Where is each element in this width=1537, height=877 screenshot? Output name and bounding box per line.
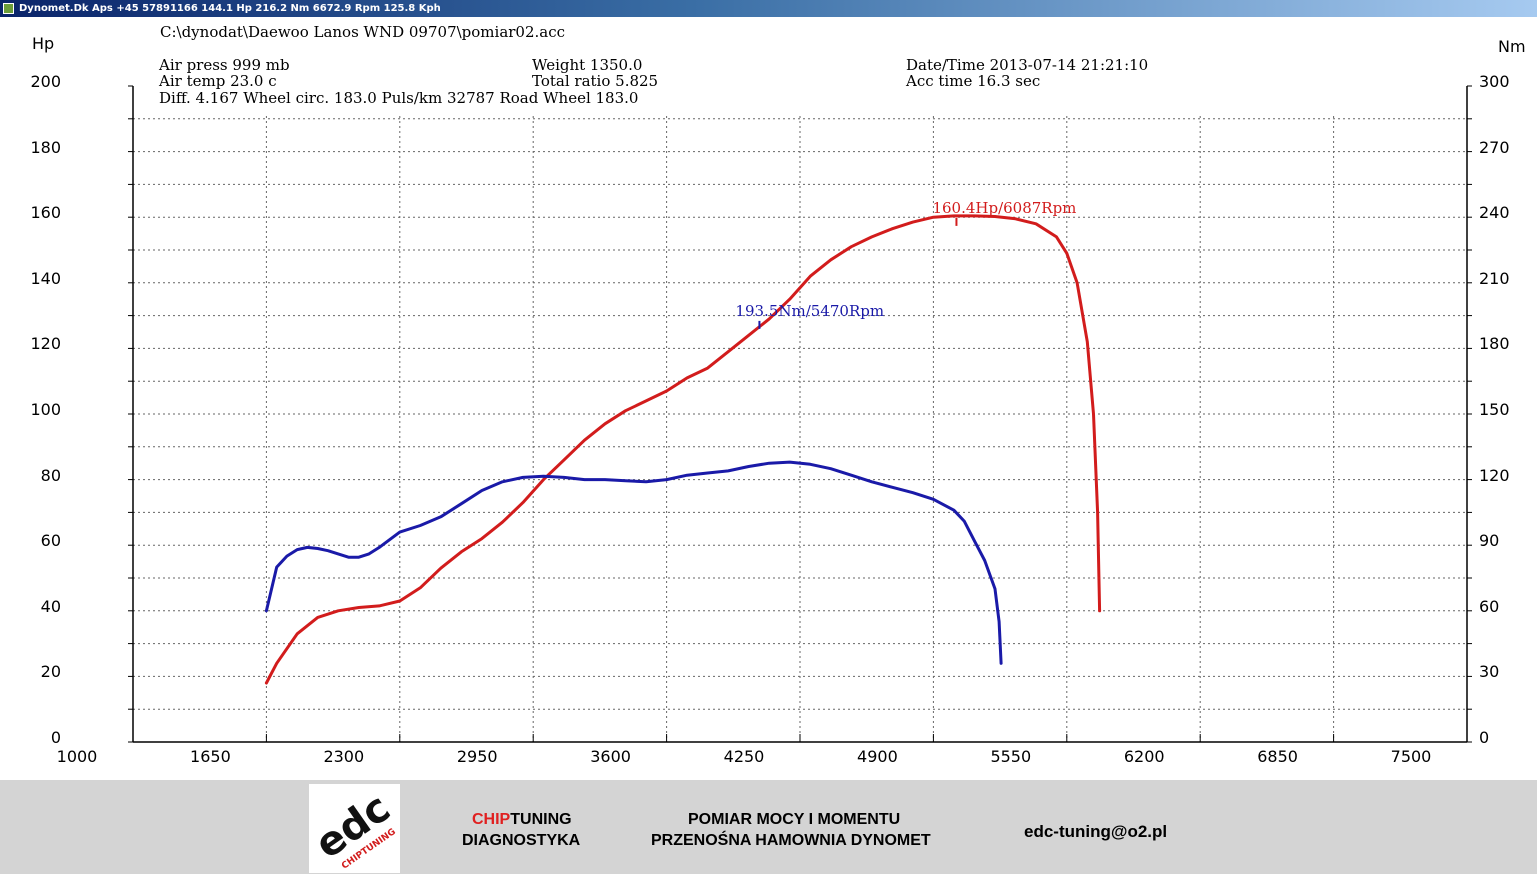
y-tick-label: 20	[40, 662, 61, 682]
y-tick-label: 100	[30, 400, 61, 419]
total-ratio: Total ratio 5.825	[532, 72, 659, 90]
y-tick-label: 0	[50, 728, 61, 747]
datetime: Date/Time 2013-07-14 21:21:10	[906, 56, 1149, 74]
y2-tick-label: 270	[1479, 137, 1510, 157]
y2-tick-label: 180	[1479, 334, 1510, 354]
peak-label-hp: 160.4Hp/6087Rpm	[932, 199, 1076, 217]
x-tick-label: 6850	[1257, 747, 1298, 766]
y-tick-label: 160	[30, 203, 61, 223]
window-title-bar: Dynomet.Dk Aps +45 57891166 144.1 Hp 216…	[0, 0, 1537, 17]
x-tick-label: 2300	[323, 747, 365, 766]
y2-tick-label: 240	[1479, 203, 1510, 223]
y-tick-label: 140	[30, 268, 61, 288]
x-tick-label: 5550	[990, 747, 1032, 766]
x-tick-label: 6200	[1123, 747, 1165, 766]
air-press: Air press 999 mb	[159, 56, 290, 74]
y-tick-label: 120	[30, 334, 61, 354]
file-path: C:\dynodat\Daewoo Lanos WND 09707\pomiar…	[160, 23, 566, 41]
diagnostyka-label: DIAGNOSTYKA	[462, 832, 581, 849]
y-tick-label: 40	[40, 596, 61, 616]
email: edc-tuning@o2.pl	[1024, 822, 1168, 841]
y-axis-label: Hp	[32, 34, 55, 53]
x-tick-label: 4250	[723, 747, 765, 766]
y-tick-label: 180	[30, 137, 61, 157]
series-line-hp	[264, 214, 1102, 685]
y2-tick-label: 90	[1479, 531, 1500, 551]
y-tick-label: 60	[40, 531, 61, 551]
y2-tick-label: 150	[1479, 400, 1510, 419]
footer-banner: edc CHIPTUNING CHIPTUNING DIAGNOSTYKA PO…	[0, 780, 1537, 874]
y2-tick-label: 210	[1479, 268, 1510, 288]
chip-label: CHIP	[472, 811, 511, 828]
weight: Weight 1350.0	[532, 56, 643, 74]
pomiar-line1: POMIAR MOCY I MOMENTU	[688, 811, 901, 828]
pomiar-line2: PRZENOŚNA HAMOWNIA DYNOMET	[651, 832, 931, 849]
peak-label-nm: 193.5Nm/5470Rpm	[735, 302, 884, 320]
y2-tick-label: 0	[1479, 728, 1490, 747]
air-temp: Air temp 23.0 c	[159, 72, 277, 90]
y2-tick-label: 300	[1479, 72, 1510, 91]
x-tick-label: 1000	[56, 747, 98, 766]
y2-tick-label: 60	[1479, 596, 1500, 616]
y2-tick-label: 120	[1479, 465, 1510, 485]
app-icon	[3, 3, 14, 14]
x-tick-label: 4900	[857, 747, 898, 766]
dyno-chart: 160.4Hp/6087Rpm 193.5Nm/5470Rpm	[128, 85, 1472, 743]
window-title: Dynomet.Dk Aps +45 57891166 144.1 Hp 216…	[19, 3, 441, 14]
y2-axis-label: Nm	[1498, 37, 1526, 56]
edc-logo: edc CHIPTUNING	[307, 784, 400, 873]
y2-tick-label: 30	[1479, 662, 1500, 682]
acc-time: Acc time 16.3 sec	[906, 72, 1041, 90]
y-tick-label: 200	[30, 72, 61, 91]
series-line-nm	[264, 460, 1003, 665]
x-tick-label: 2950	[456, 747, 498, 766]
tuning-label: TUNING	[510, 811, 572, 828]
x-tick-label: 7500	[1390, 747, 1432, 766]
chiptuning-label: CHIPTUNING	[472, 811, 572, 829]
diff-line: Diff. 4.167 Wheel circ. 183.0 Puls/km 32…	[159, 89, 639, 107]
x-tick-label: 3600	[590, 747, 631, 766]
x-tick-label: 1650	[190, 747, 231, 766]
y-tick-label: 80	[40, 465, 61, 485]
